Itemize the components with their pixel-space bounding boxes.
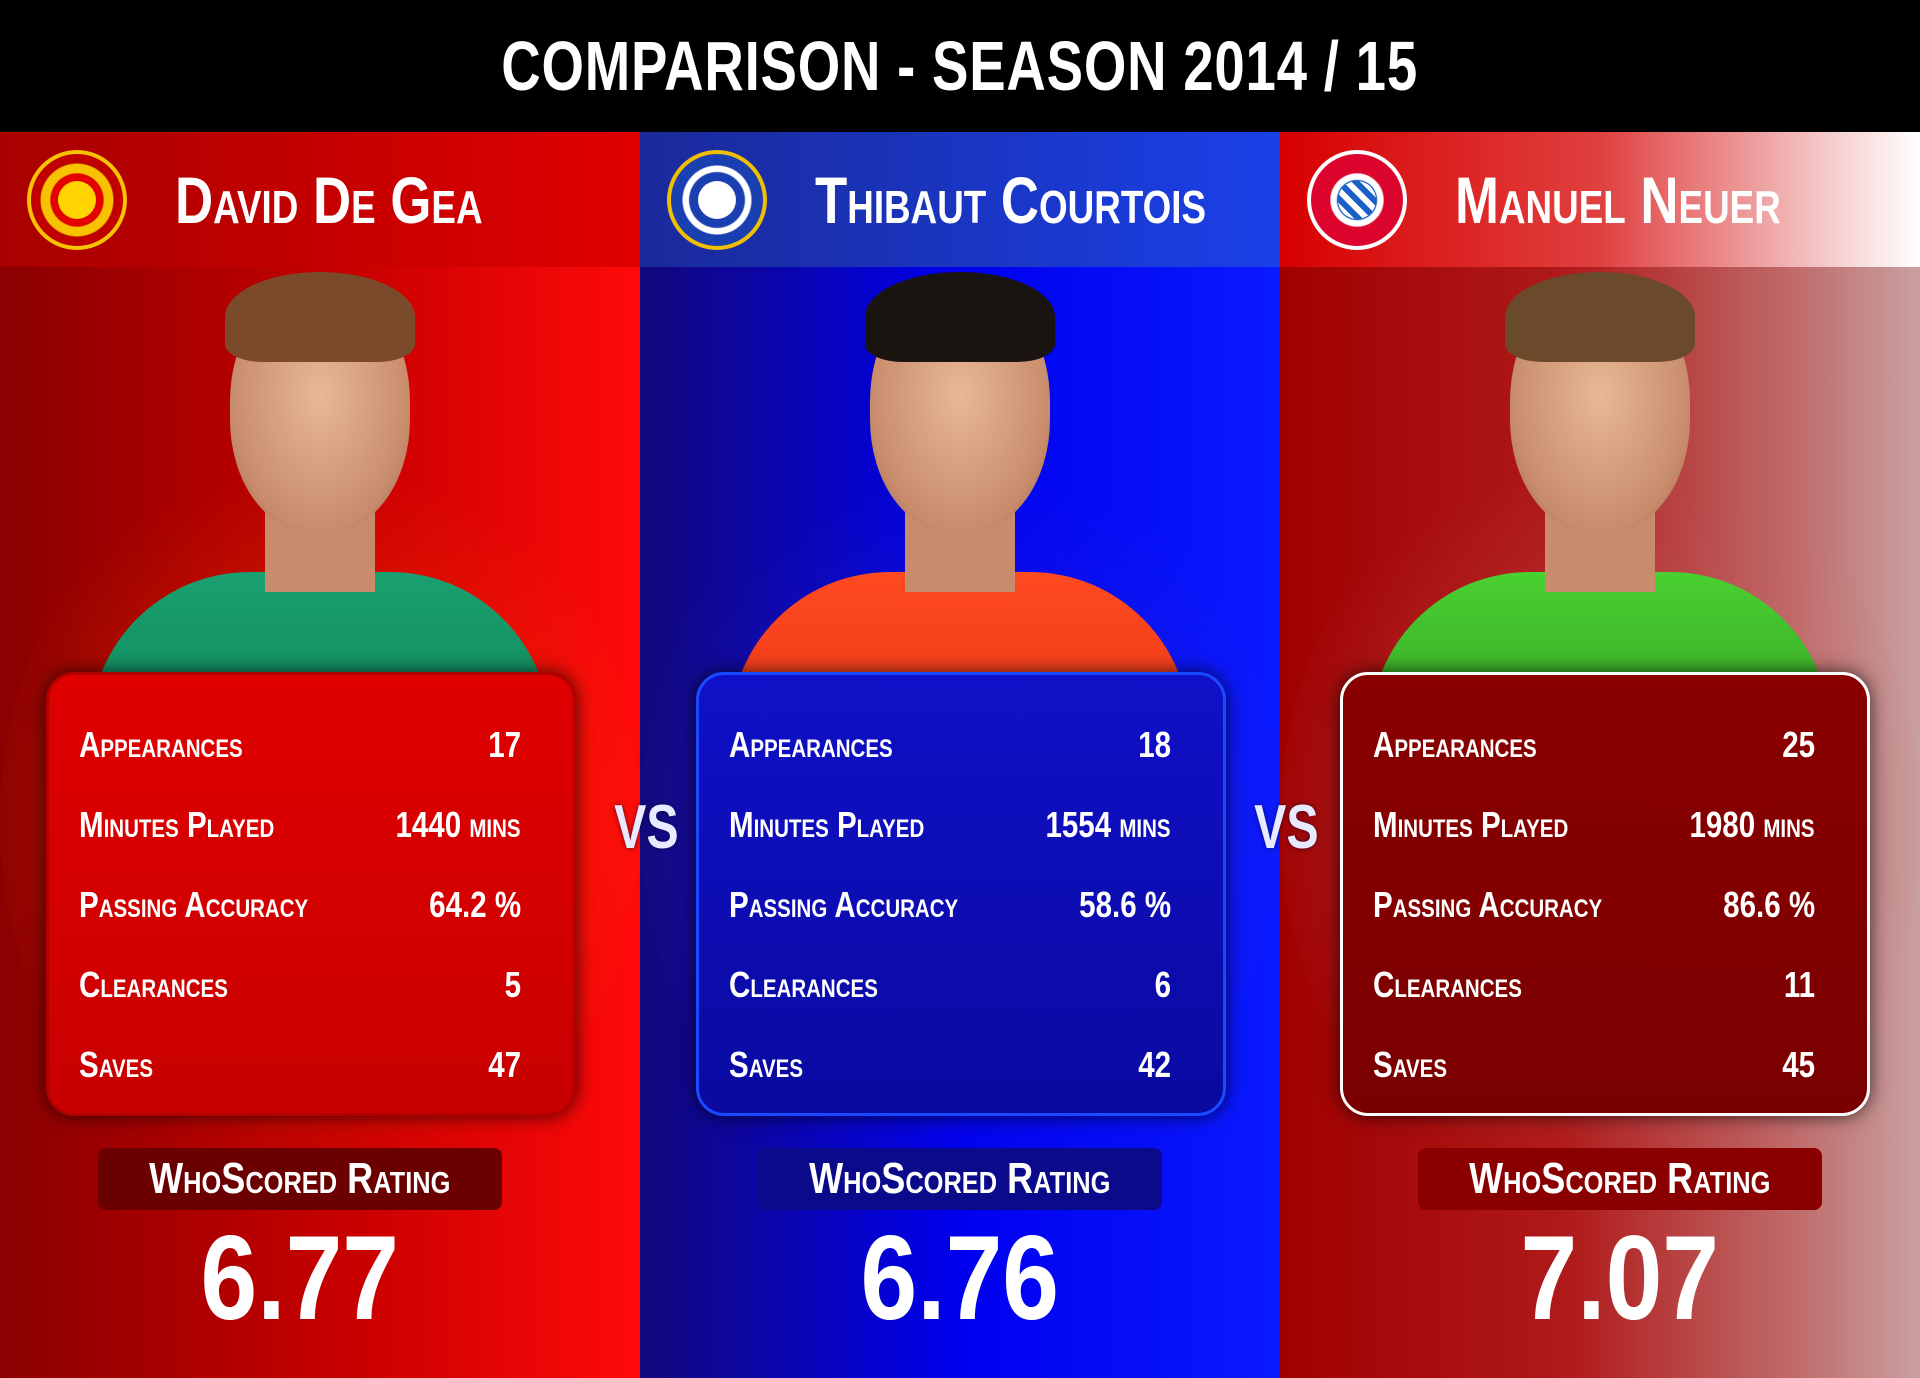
- stat-row-minutes-played: Minutes Played 1440 mins: [79, 785, 521, 865]
- rating-value: 7.07: [1520, 1211, 1720, 1345]
- stat-row-minutes-played: Minutes Played 1980 mins: [1373, 785, 1815, 865]
- stats-card: Appearances 25 Minutes Played 1980 mins …: [1340, 672, 1870, 1116]
- stat-row-appearances: Appearances 17: [79, 705, 521, 785]
- player-header: David De Gea: [0, 132, 640, 267]
- stat-value: 17: [488, 724, 521, 765]
- stats-card: Appearances 17 Minutes Played 1440 mins …: [46, 672, 576, 1116]
- stat-row-appearances: Appearances 18: [729, 705, 1171, 785]
- stat-label: Passing Accuracy: [79, 884, 309, 925]
- stat-row-clearances: Clearances 5: [79, 945, 521, 1025]
- stat-value: 1980 mins: [1689, 804, 1815, 845]
- stat-value: 64.2 %: [429, 884, 521, 925]
- stat-label: Appearances: [1373, 724, 1537, 765]
- stat-value: 18: [1138, 724, 1171, 765]
- player-header: Manuel Neuer: [1280, 132, 1920, 267]
- vs-label: VS: [1254, 793, 1319, 862]
- rating-label: WhoScored Rating: [758, 1148, 1162, 1210]
- stat-row-clearances: Clearances 6: [729, 945, 1171, 1025]
- stat-value: 25: [1782, 724, 1815, 765]
- player-name: David De Gea: [175, 162, 483, 237]
- stat-value: 11: [1783, 964, 1815, 1005]
- stat-row-appearances: Appearances 25: [1373, 705, 1815, 785]
- rating-label: WhoScored Rating: [1418, 1148, 1822, 1210]
- title-bar: COMPARISON - SEASON 2014 / 15: [0, 0, 1920, 132]
- stat-label: Minutes Played: [79, 804, 275, 845]
- stat-label: Passing Accuracy: [729, 884, 959, 925]
- chelsea-crest-icon: [667, 149, 767, 250]
- stat-label: Clearances: [1373, 964, 1522, 1005]
- rating-label: WhoScored Rating: [98, 1148, 502, 1210]
- player-name: Manuel Neuer: [1455, 162, 1781, 237]
- stat-row-saves: Saves 42: [729, 1025, 1171, 1105]
- stat-value: 1440 mins: [395, 804, 521, 845]
- stat-value: 42: [1138, 1044, 1171, 1085]
- player-column-courtois: Thibaut Courtois Appearances 18 Minutes …: [640, 132, 1280, 1378]
- stat-value: 45: [1782, 1044, 1815, 1085]
- stat-label: Minutes Played: [1373, 804, 1569, 845]
- stat-value: 58.6 %: [1079, 884, 1171, 925]
- stats-card: Appearances 18 Minutes Played 1554 mins …: [696, 672, 1226, 1116]
- rating-value: 6.77: [200, 1211, 400, 1345]
- stat-label: Saves: [79, 1044, 154, 1085]
- player-column-de-gea: David De Gea Appearances 17 Minutes Play…: [0, 132, 640, 1378]
- stat-row-clearances: Clearances 11: [1373, 945, 1815, 1025]
- stat-value: 5: [504, 964, 521, 1005]
- stat-label: Passing Accuracy: [1373, 884, 1603, 925]
- stat-row-saves: Saves 47: [79, 1025, 521, 1105]
- player-column-neuer: Manuel Neuer Appearances 25 Minutes Play…: [1280, 132, 1920, 1378]
- stat-label: Minutes Played: [729, 804, 925, 845]
- stat-row-minutes-played: Minutes Played 1554 mins: [729, 785, 1171, 865]
- rating-value: 6.76: [860, 1211, 1060, 1345]
- stat-row-saves: Saves 45: [1373, 1025, 1815, 1105]
- vs-label: VS: [614, 793, 679, 862]
- player-name: Thibaut Courtois: [815, 162, 1207, 237]
- player-header: Thibaut Courtois: [640, 132, 1280, 267]
- stat-label: Clearances: [729, 964, 878, 1005]
- stat-label: Appearances: [729, 724, 893, 765]
- stat-label: Appearances: [79, 724, 243, 765]
- stat-value: 6: [1154, 964, 1171, 1005]
- stat-label: Saves: [729, 1044, 804, 1085]
- manchester-united-crest-icon: [27, 149, 127, 250]
- stat-value: 1554 mins: [1045, 804, 1171, 845]
- stat-value: 47: [488, 1044, 521, 1085]
- stat-label: Saves: [1373, 1044, 1448, 1085]
- stat-row-passing-accuracy: Passing Accuracy 58.6 %: [729, 865, 1171, 945]
- stat-label: Clearances: [79, 964, 228, 1005]
- stat-row-passing-accuracy: Passing Accuracy 86.6 %: [1373, 865, 1815, 945]
- stat-value: 86.6 %: [1723, 884, 1815, 925]
- page-title: COMPARISON - SEASON 2014 / 15: [501, 27, 1419, 105]
- fc-bayern-crest-icon: [1307, 149, 1407, 250]
- stat-row-passing-accuracy: Passing Accuracy 64.2 %: [79, 865, 521, 945]
